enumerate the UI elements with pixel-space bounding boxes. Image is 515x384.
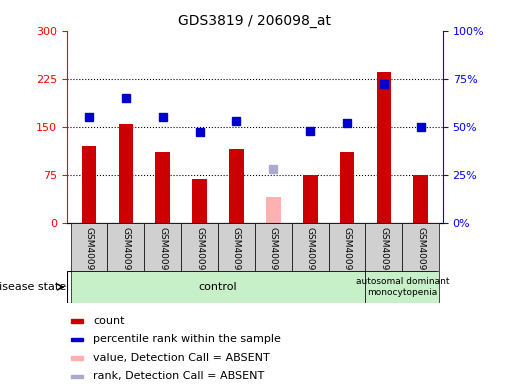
Bar [82, 146, 96, 223]
Text: rank, Detection Call = ABSENT: rank, Detection Call = ABSENT [93, 371, 265, 381]
Bar [192, 179, 207, 223]
Text: GSM400922: GSM400922 [416, 227, 425, 281]
Bar [71, 375, 83, 378]
Bar [71, 271, 366, 303]
Bar [292, 223, 329, 271]
Text: percentile rank within the sample: percentile rank within the sample [93, 334, 281, 344]
Bar [156, 152, 170, 223]
Bar [376, 72, 391, 223]
Text: GSM400915: GSM400915 [158, 227, 167, 281]
Text: GSM400921: GSM400921 [380, 227, 388, 281]
Bar [329, 223, 366, 271]
Bar [255, 223, 292, 271]
Bar [71, 223, 108, 271]
Bar [71, 338, 83, 341]
Text: GSM400916: GSM400916 [195, 227, 204, 281]
Bar [366, 223, 402, 271]
Bar [414, 175, 428, 223]
Bar [181, 223, 218, 271]
Bar [340, 152, 354, 223]
Bar [402, 223, 439, 271]
Bar [144, 223, 181, 271]
Bar [366, 271, 439, 303]
Text: count: count [93, 316, 125, 326]
Text: GSM400920: GSM400920 [342, 227, 352, 281]
Bar [229, 149, 244, 223]
Bar [218, 223, 255, 271]
Bar [303, 175, 318, 223]
Text: autosomal dominant
monocytopenia: autosomal dominant monocytopenia [355, 277, 449, 297]
Text: GSM400914: GSM400914 [122, 227, 130, 281]
Bar [71, 356, 83, 359]
Text: disease state: disease state [0, 282, 66, 292]
Text: GSM400919: GSM400919 [306, 227, 315, 281]
Text: GSM400913: GSM400913 [84, 227, 94, 281]
Text: value, Detection Call = ABSENT: value, Detection Call = ABSENT [93, 353, 270, 363]
Text: GSM400917: GSM400917 [232, 227, 241, 281]
Bar [71, 319, 83, 323]
Bar [108, 223, 144, 271]
Bar [266, 197, 281, 223]
Text: control: control [199, 282, 237, 292]
Title: GDS3819 / 206098_at: GDS3819 / 206098_at [178, 14, 332, 28]
Text: GSM400918: GSM400918 [269, 227, 278, 281]
Bar [118, 124, 133, 223]
